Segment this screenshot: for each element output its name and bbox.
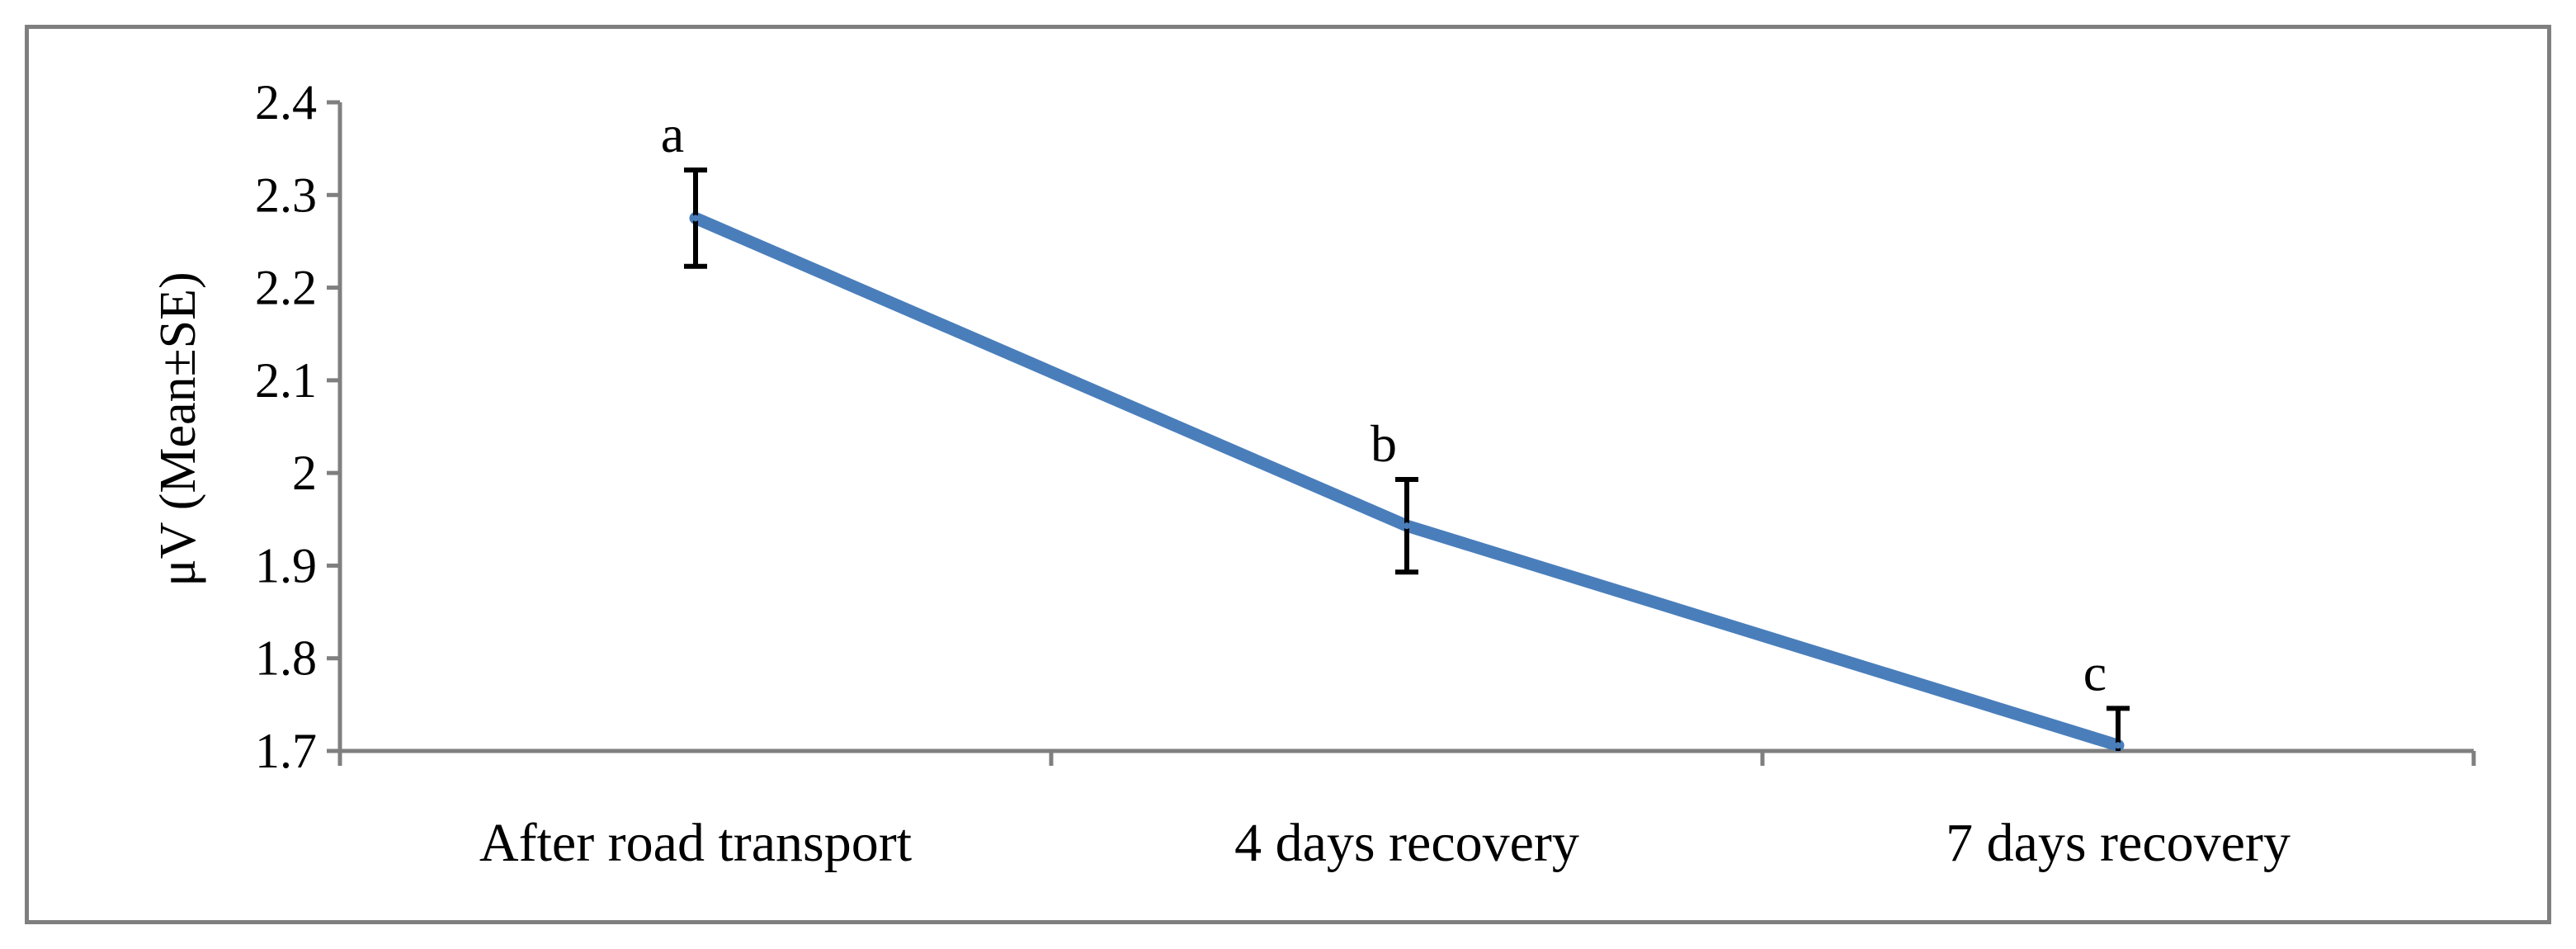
y-tick-label: 1.7 [255, 724, 317, 778]
significance-label: a [661, 105, 684, 163]
y-axis-title: μV (Mean±SE) [150, 271, 206, 586]
significance-label: c [2083, 643, 2107, 701]
y-ticks: 1.7 1.8 1.9 2 2.1 2.2 2.3 2.4 [255, 75, 340, 778]
error-bar [684, 167, 707, 269]
axes: After road transport 4 days recovery 7 day… [337, 102, 2476, 873]
y-tick-label: 2.3 [255, 168, 317, 222]
y-tick-label: 2.1 [255, 353, 317, 408]
y-tick-label: 1.8 [255, 631, 317, 686]
x-tick-label: 4 days recovery [1234, 813, 1579, 873]
x-tick-label: After road transport [479, 813, 912, 873]
y-tick-label: 2.4 [255, 75, 317, 130]
y-tick-label: 1.9 [255, 538, 317, 593]
data-point [692, 215, 699, 222]
error-bar [2107, 706, 2130, 751]
error-bar [1395, 477, 1418, 575]
significance-label: b [1371, 414, 1397, 473]
y-tick-label: 2 [292, 446, 317, 500]
y-tick-label: 2.2 [255, 261, 317, 315]
x-tick-label: 7 days recovery [1946, 813, 2291, 873]
plot-area: a b c [661, 105, 2130, 752]
data-point [2115, 742, 2121, 749]
data-point [1404, 522, 1410, 530]
